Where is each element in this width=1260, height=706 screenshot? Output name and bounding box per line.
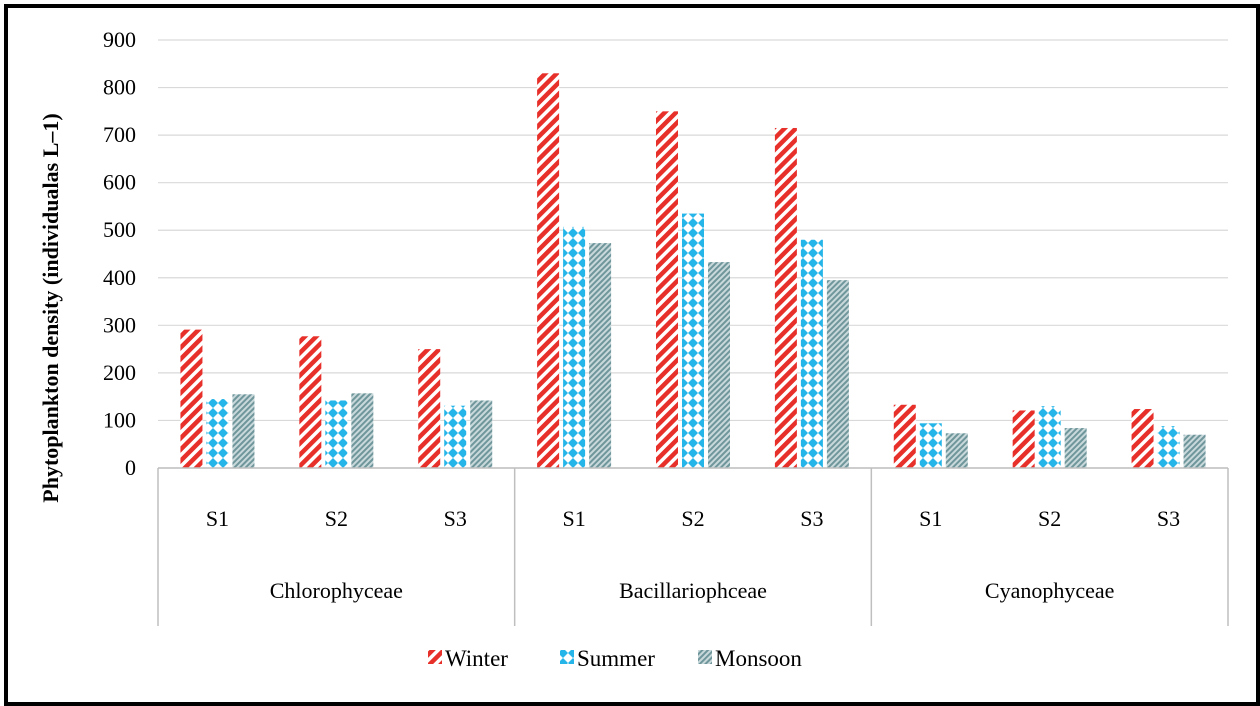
bar-winter [180,329,203,468]
group-label: Cyanophyceae [985,578,1115,603]
bar-summer [563,226,586,468]
y-tick-label: 200 [103,360,136,385]
y-tick-labels: 0 100 200 300 400 500 600 700 800 900 [103,27,136,480]
bar-winter [656,111,678,468]
y-axis-label: Phytoplankton density (individualas L–1) [38,113,63,502]
y-tick-label: 500 [103,217,136,242]
bar-chart: 0 100 200 300 400 500 600 700 800 900 S1 S2 S3 Chlor… [38,27,1229,671]
legend-label: Monsoon [715,646,802,671]
bar-summer [919,423,942,468]
bar-winter [893,404,916,468]
site-label: S1 [206,506,229,531]
y-tick-label: 400 [103,265,136,290]
site-label: S2 [1038,506,1061,531]
group-label: Chlorophyceae [270,578,403,603]
site-label: S3 [800,506,823,531]
site-label: S3 [1157,506,1180,531]
legend-swatch-winter [428,650,442,664]
bar-monsoon [232,394,255,468]
y-tick-label: 0 [125,455,136,480]
site-label: S1 [919,506,942,531]
bar-monsoon [351,393,374,468]
site-label: S2 [325,506,348,531]
bar-monsoon [589,243,612,468]
y-tick-label: 800 [103,75,136,100]
bar-monsoon [708,262,730,468]
bar-monsoon [826,280,849,468]
y-tick-label: 700 [103,122,136,147]
legend-swatch-monsoon [698,650,712,664]
bars [180,73,1206,469]
bar-monsoon [1064,428,1087,468]
legend-swatch-summer [560,650,574,664]
site-label: S2 [681,506,704,531]
chart-frame: 0 100 200 300 400 500 600 700 800 900 S1 S2 S3 Chlor… [4,4,1260,706]
bar-summer [682,213,704,468]
bar-monsoon [1183,434,1206,468]
bar-winter [418,349,441,468]
bar-summer [325,400,348,468]
y-tick-label: 300 [103,312,136,337]
x-axis: S1 S2 S3 Chlorophyceae S1 S2 S3 Bacillariophcea… [157,467,1229,626]
y-tick-label: 600 [103,170,136,195]
site-label: S1 [562,506,585,531]
y-tick-label: 100 [103,407,136,432]
bar-summer [444,405,467,468]
bar-summer [1157,426,1180,468]
bar-winter [1012,410,1035,468]
legend-label: Winter [445,646,508,671]
bar-monsoon [470,400,493,468]
bar-summer [1038,406,1061,468]
bar-monsoon [945,433,968,468]
bar-winter [299,336,322,468]
bar-winter [774,127,797,468]
bar-summer [800,239,823,468]
site-label: S3 [444,506,467,531]
y-tick-label: 900 [103,27,136,52]
group-label: Bacillariophceae [619,578,767,603]
bar-summer [206,399,229,468]
legend-label: Summer [577,646,655,671]
bar-winter [537,73,560,469]
legend: Winter Summer Monsoon [428,646,802,671]
bar-winter [1131,409,1154,468]
